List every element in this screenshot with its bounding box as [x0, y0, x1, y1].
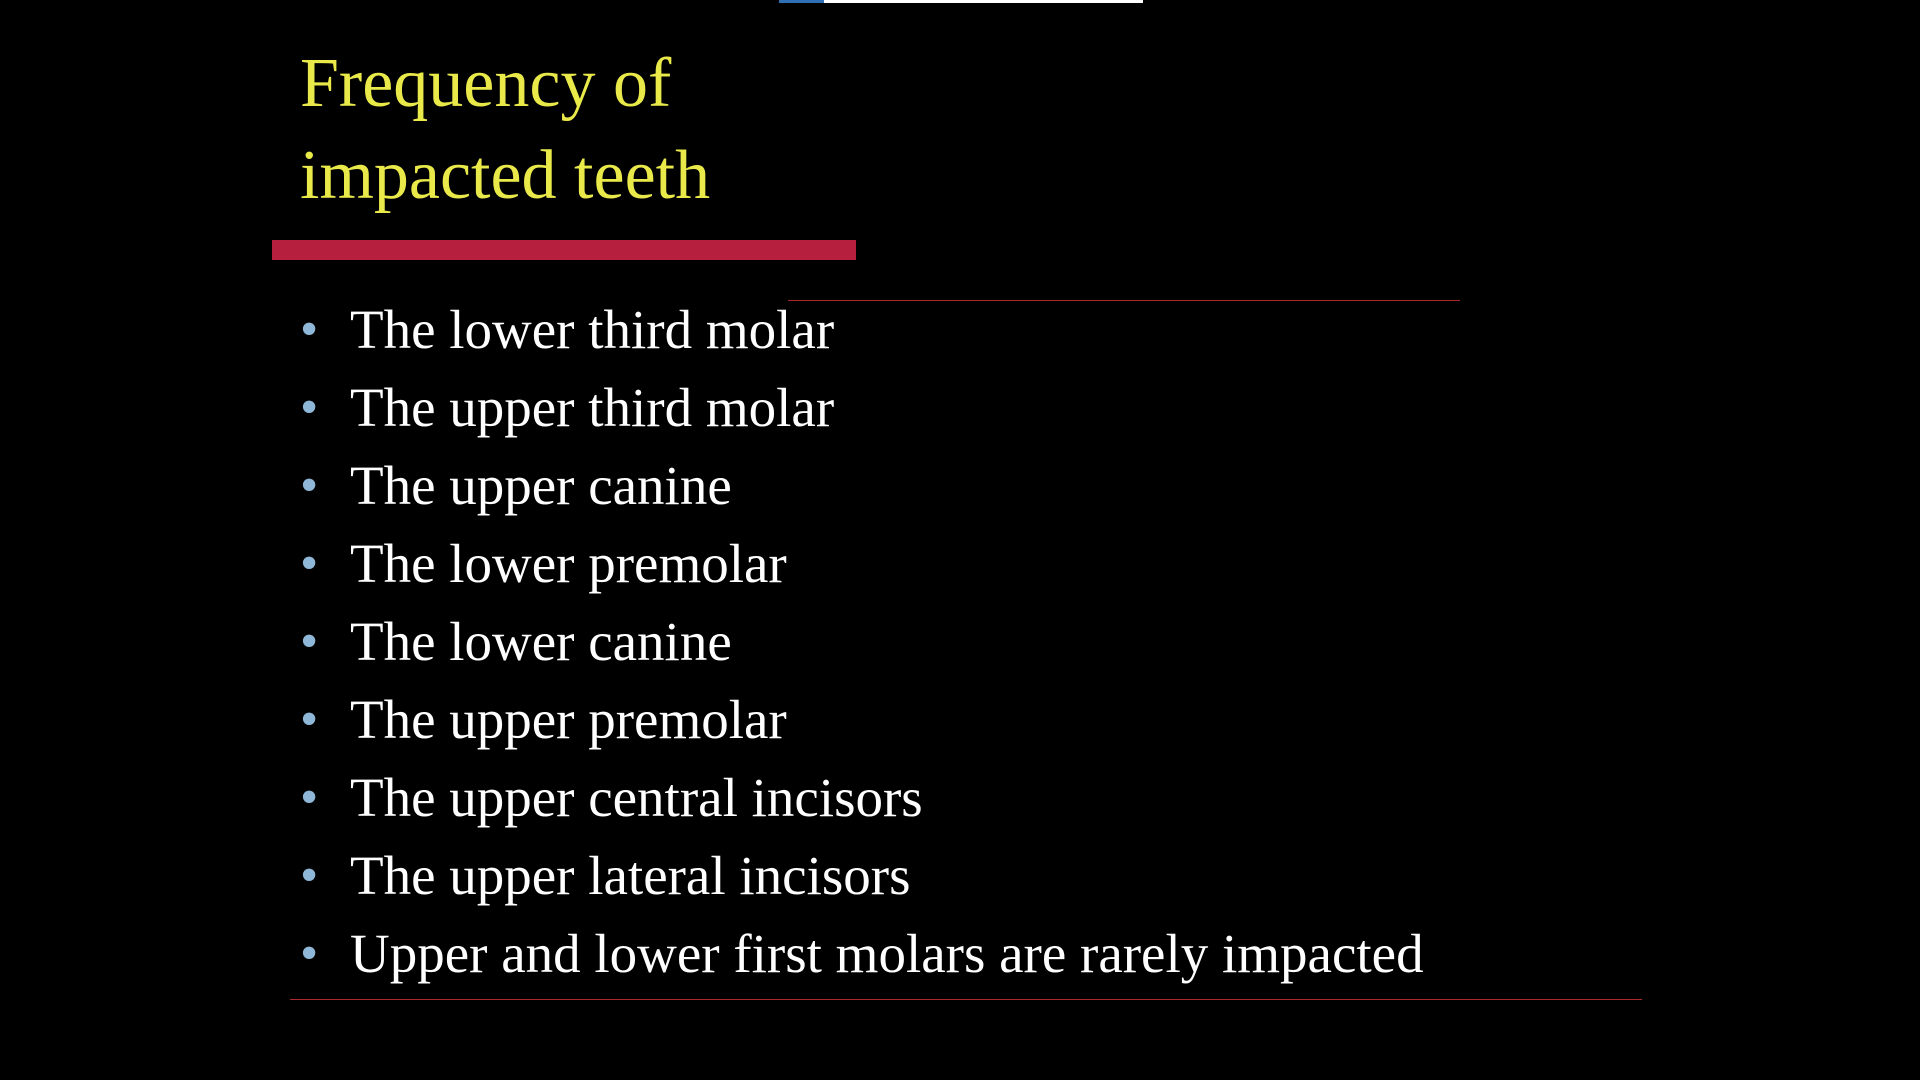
- bullet-text: The upper premolar: [350, 692, 787, 747]
- bullet-text: The upper canine: [350, 458, 732, 513]
- list-item: • Upper and lower first molars are rarel…: [300, 926, 1660, 982]
- list-item: • The upper central incisors: [300, 770, 1660, 826]
- list-item: • The lower third molar: [300, 302, 1660, 358]
- top-tab-blue: [779, 0, 824, 3]
- bullet-text: Upper and lower first molars are rarely …: [350, 926, 1424, 981]
- top-tab-white: [824, 0, 1143, 3]
- bullet-text: The upper central incisors: [350, 770, 923, 825]
- thin-rule-bottom: [290, 999, 1642, 1000]
- list-item: • The upper lateral incisors: [300, 848, 1660, 904]
- title-underline: [272, 240, 856, 260]
- list-item: • The upper canine: [300, 458, 1660, 514]
- list-item: • The upper third molar: [300, 380, 1660, 436]
- bullet-icon: •: [300, 460, 350, 512]
- bullet-icon: •: [300, 616, 350, 668]
- bullet-text: The lower premolar: [350, 536, 787, 591]
- bullet-icon: •: [300, 694, 350, 746]
- bullet-text: The upper third molar: [350, 380, 834, 435]
- bullet-icon: •: [300, 850, 350, 902]
- bullet-icon: •: [300, 304, 350, 356]
- bullet-text: The upper lateral incisors: [350, 848, 910, 903]
- bullet-list: • The lower third molar • The upper thir…: [300, 302, 1660, 1004]
- bullet-icon: •: [300, 382, 350, 434]
- bullet-text: The lower canine: [350, 614, 732, 669]
- slide-title: Frequency of impacted teeth: [300, 38, 710, 223]
- bullet-text: The lower third molar: [350, 302, 834, 357]
- list-item: • The upper premolar: [300, 692, 1660, 748]
- title-line-2: impacted teeth: [300, 130, 710, 222]
- thin-rule-top: [788, 300, 1460, 301]
- bullet-icon: •: [300, 538, 350, 590]
- bullet-icon: •: [300, 928, 350, 980]
- list-item: • The lower premolar: [300, 536, 1660, 592]
- list-item: • The lower canine: [300, 614, 1660, 670]
- title-line-1: Frequency of: [300, 38, 710, 130]
- bullet-icon: •: [300, 772, 350, 824]
- slide: Frequency of impacted teeth • The lower …: [0, 0, 1920, 1080]
